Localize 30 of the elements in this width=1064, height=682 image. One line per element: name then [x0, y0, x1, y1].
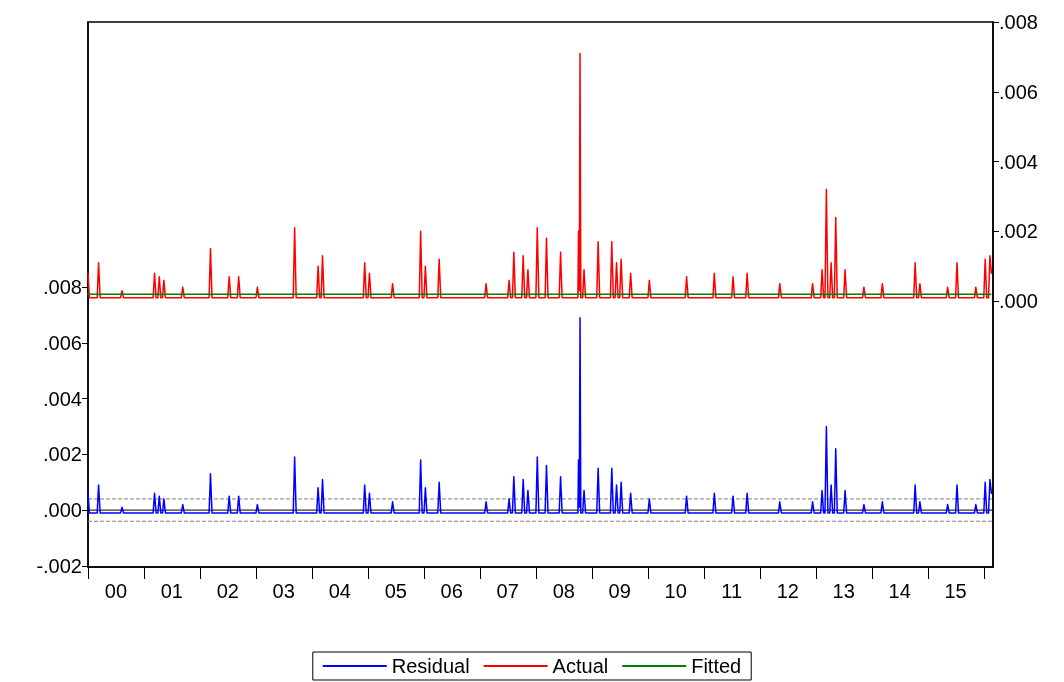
x-tick-label: 05 [384, 580, 407, 602]
x-tick-label: 01 [160, 580, 183, 602]
x-tick-label: 14 [888, 580, 911, 602]
x-tick-label: 06 [440, 580, 463, 602]
x-tick-label: 04 [328, 580, 351, 602]
y2-tick-label: .006 [999, 80, 1038, 103]
x-tick-label: 07 [496, 580, 519, 602]
y-tick-label: .008 [43, 275, 82, 298]
y-tick-label: .000 [43, 499, 82, 522]
x-tick-label: 09 [608, 580, 631, 602]
legend-label: Residual [391, 655, 470, 677]
y2-tick-label: .000 [999, 290, 1038, 313]
legend-label: Actual [552, 655, 609, 677]
x-tick-label: 08 [552, 580, 575, 602]
y2-tick-label: .008 [999, 11, 1038, 33]
y-tick-label: -.002 [36, 554, 82, 577]
x-tick-label: 10 [664, 580, 687, 602]
x-tick-label: 15 [944, 580, 967, 602]
x-tick-label: 00 [104, 580, 128, 602]
y-tick-label: .002 [43, 443, 82, 466]
legend-label: Fitted [691, 655, 742, 677]
y2-tick-label: .002 [999, 220, 1038, 243]
x-tick-label: 03 [272, 580, 295, 602]
y2-tick-label: .004 [999, 150, 1038, 173]
y-tick-label: .004 [43, 387, 82, 410]
y-tick-label: .006 [43, 331, 82, 354]
x-tick-label: 11 [721, 580, 743, 602]
x-tick-label: 12 [776, 580, 799, 602]
x-tick-label: 13 [832, 580, 855, 602]
x-tick-label: 02 [216, 580, 239, 602]
